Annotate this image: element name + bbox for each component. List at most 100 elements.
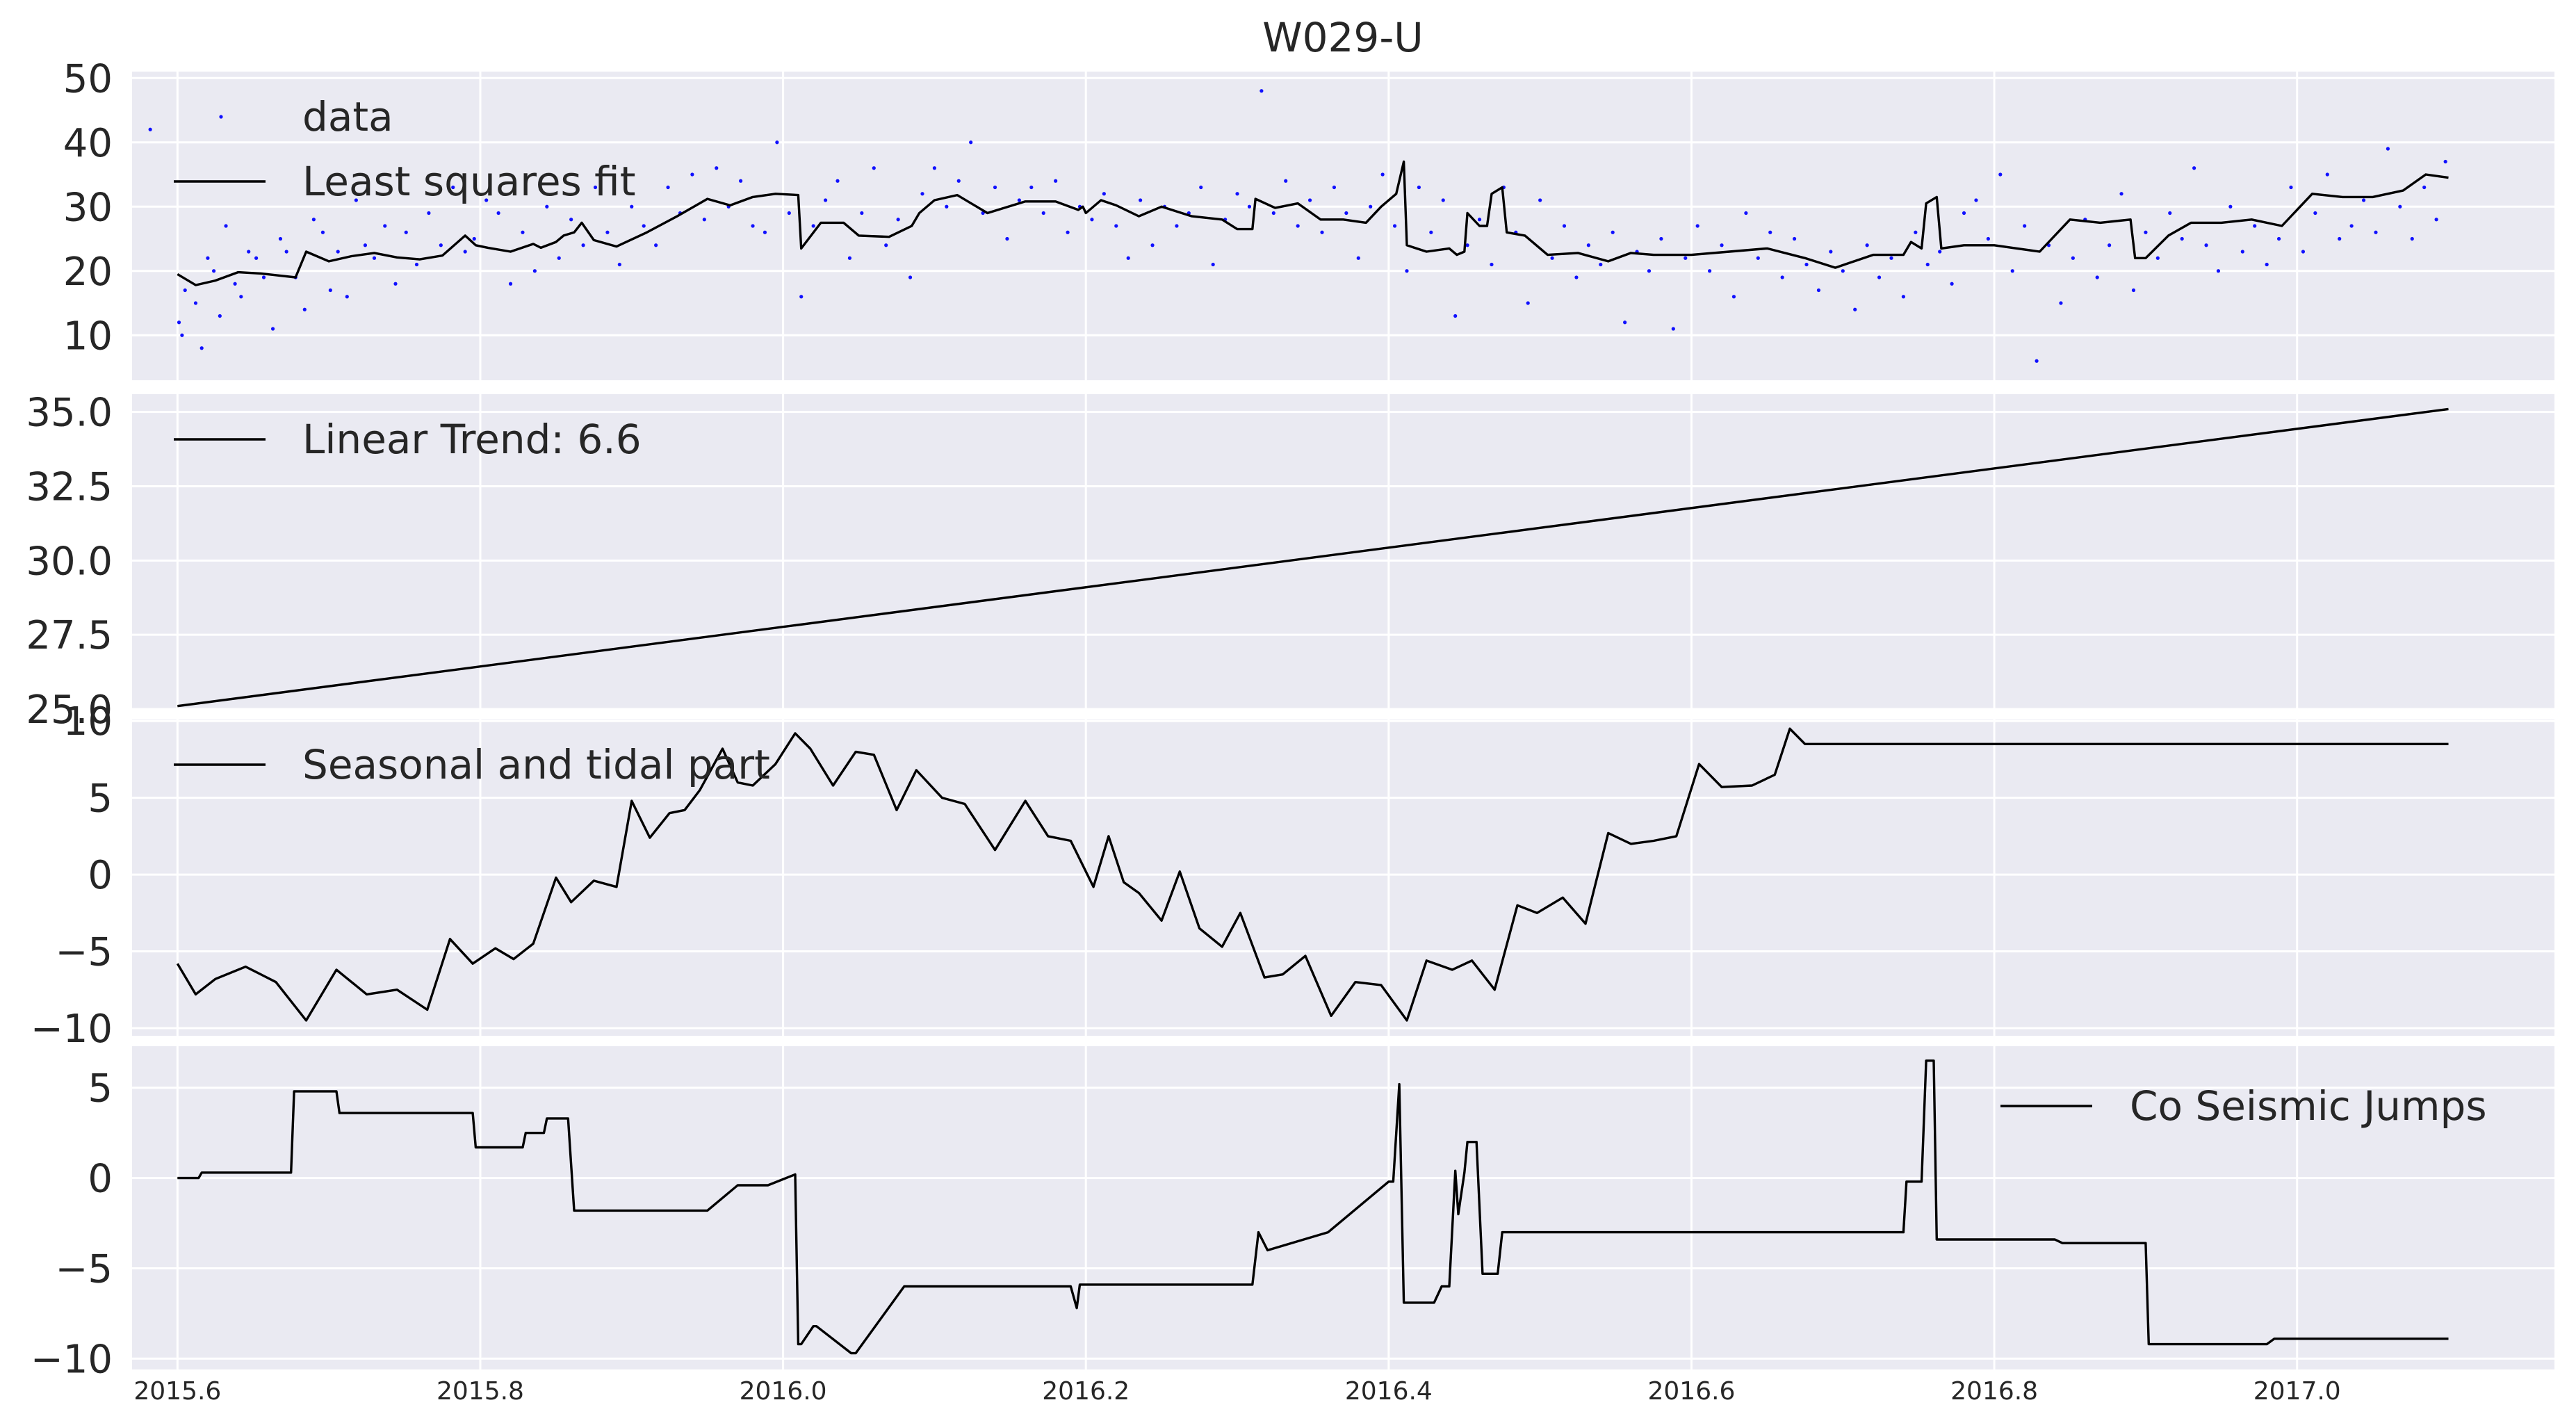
- data-point: [1599, 262, 1603, 267]
- data-point: [212, 269, 216, 273]
- data-point: [532, 269, 537, 273]
- data-point: [1901, 295, 1906, 299]
- y-tick-label: 27.5: [26, 613, 113, 658]
- x-tick-label: 2016.6: [1647, 1377, 1735, 1406]
- data-point: [328, 288, 332, 293]
- data-point: [1877, 275, 1882, 279]
- data-point: [1356, 256, 1360, 260]
- data-point: [617, 262, 621, 267]
- data-point: [1574, 275, 1579, 279]
- data-point: [1441, 198, 1445, 202]
- data-point: [427, 211, 431, 216]
- data-point: [1792, 236, 1797, 241]
- data-point: [2313, 211, 2317, 216]
- y-tick-label: 50: [63, 56, 113, 101]
- data-point: [811, 224, 815, 228]
- data-point: [302, 307, 307, 311]
- data-point: [1538, 198, 1542, 202]
- y-tick-label: 20: [63, 250, 113, 295]
- data-point: [1114, 224, 1118, 228]
- chart-title: W029-U: [1262, 14, 1423, 61]
- data-point: [1623, 320, 1627, 325]
- panel-background: [132, 1046, 2554, 1369]
- data-point: [336, 250, 340, 254]
- legend-label: Linear Trend: 6.6: [302, 416, 642, 463]
- data-point: [354, 198, 358, 202]
- data-point: [484, 198, 489, 202]
- data-point: [1405, 269, 1409, 273]
- y-tick-label: 40: [63, 121, 113, 166]
- data-point: [2010, 269, 2014, 273]
- data-point: [363, 243, 368, 247]
- series-line-co-seismic-jumps: [177, 1059, 2449, 1355]
- data-point: [1684, 256, 1688, 260]
- data-point: [1235, 192, 1239, 196]
- data-point: [2216, 269, 2221, 273]
- data-point: [1041, 211, 1045, 216]
- data-point: [2422, 185, 2427, 190]
- data-point: [642, 224, 646, 228]
- data-point: [1659, 236, 1663, 241]
- data-point: [2108, 243, 2112, 247]
- data-point: [1307, 198, 1312, 202]
- data-point: [2398, 204, 2402, 209]
- data-point: [1320, 230, 1324, 234]
- data-point: [1029, 185, 1034, 190]
- data-point: [148, 127, 152, 131]
- data-point: [1380, 172, 1385, 177]
- data-point: [218, 314, 222, 318]
- data-point: [439, 243, 443, 247]
- y-tick-label: −10: [31, 1007, 113, 1052]
- data-point: [593, 185, 598, 190]
- panel-linear-trend: 25.0 27.5 30.0 32.5 35.0 Linear Trend: 6.6: [26, 391, 2554, 733]
- x-tick-label: 2015.8: [437, 1377, 524, 1406]
- data-point: [1139, 198, 1143, 202]
- data-point: [654, 243, 658, 247]
- data-point: [1841, 269, 1845, 273]
- x-tick-label: 2017.0: [2253, 1377, 2341, 1406]
- data-point: [1756, 256, 1760, 260]
- data-point: [993, 185, 997, 190]
- data-point: [199, 346, 204, 350]
- legend-marker: [219, 115, 223, 119]
- data-point: [1211, 262, 1215, 267]
- x-tick-label: 2016.4: [1345, 1377, 1433, 1406]
- legend: Linear Trend: 6.6: [174, 416, 642, 463]
- data-point: [1247, 204, 1252, 209]
- x-tick-label: 2016.2: [1042, 1377, 1130, 1406]
- data-point: [254, 256, 259, 260]
- data-point: [751, 224, 755, 228]
- data-point: [261, 275, 266, 279]
- data-point: [1938, 250, 1942, 254]
- data-point: [2204, 243, 2208, 247]
- data-point: [1490, 262, 1494, 267]
- data-point: [2443, 159, 2447, 164]
- data-point: [715, 166, 719, 170]
- data-point: [1477, 218, 1482, 222]
- series-data: [148, 89, 2447, 363]
- data-point: [2265, 262, 2269, 267]
- data-point: [496, 211, 500, 216]
- x-tick-label: 2016.0: [740, 1377, 827, 1406]
- data-point: [2131, 288, 2136, 293]
- data-point: [605, 230, 610, 234]
- data-point: [860, 211, 864, 216]
- data-point: [508, 282, 513, 286]
- data-point: [372, 256, 377, 260]
- data-point: [884, 243, 888, 247]
- y-tick-label: 30.0: [26, 539, 113, 584]
- data-point: [2035, 359, 2039, 363]
- panel-background: [132, 72, 2554, 380]
- data-point: [847, 256, 852, 260]
- y-tick-label: 0: [88, 1157, 113, 1202]
- data-point: [345, 295, 349, 299]
- y-tick-label: 10: [63, 699, 113, 745]
- data-point: [1731, 295, 1736, 299]
- data-point: [872, 166, 876, 170]
- data-point: [1332, 185, 1337, 190]
- data-point: [180, 333, 184, 337]
- data-point: [2240, 250, 2244, 254]
- data-point: [1562, 224, 1567, 228]
